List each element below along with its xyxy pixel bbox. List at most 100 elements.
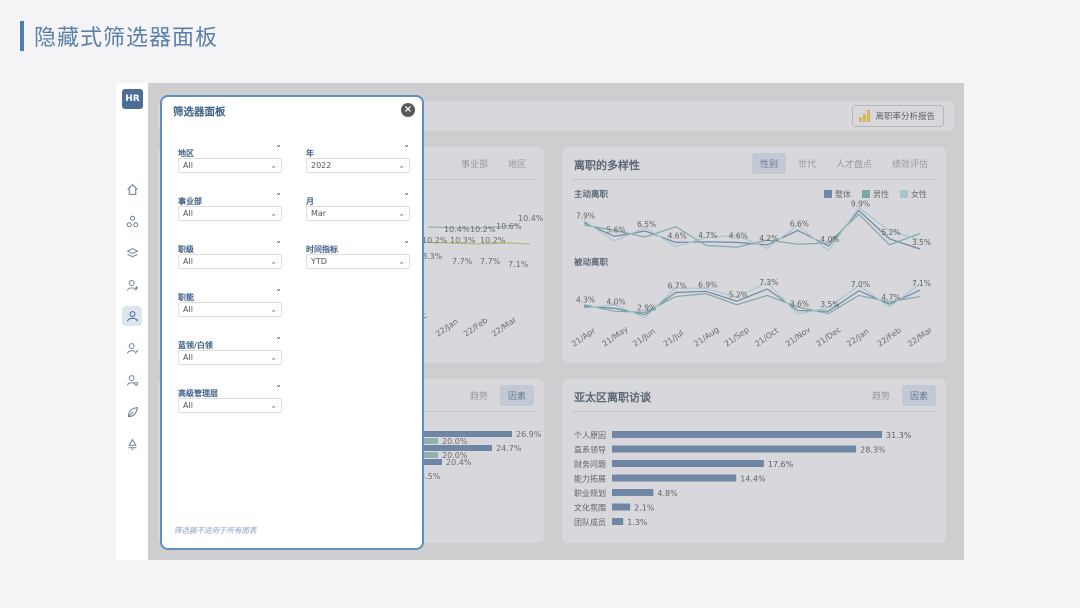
- x-tick: 22/Feb: [875, 326, 902, 349]
- chevron-down-icon[interactable]: ⌄: [403, 140, 410, 149]
- card-lb-tabs: 趋势 因素: [462, 385, 534, 406]
- filter-label: 月: [306, 197, 314, 206]
- filter-dropdown[interactable]: Mar ⌄: [306, 206, 410, 221]
- data-label: 6.5%: [637, 220, 656, 229]
- data-label: 10.2%: [470, 225, 496, 234]
- tab-factors[interactable]: 因素: [499, 385, 534, 406]
- data-label: 4.6%: [668, 231, 687, 240]
- filter-label-row[interactable]: 时间指标 ⌄: [306, 236, 410, 254]
- filter-dropdown[interactable]: All ⌄: [178, 254, 282, 269]
- legend-swatch: [862, 190, 870, 198]
- chevron-down-icon[interactable]: ⌄: [275, 332, 282, 341]
- data-label: 7.0%: [851, 280, 870, 289]
- data-label: 7.7%: [480, 257, 501, 266]
- filter-label-row[interactable]: 高级管理层 ⌄: [178, 380, 282, 398]
- filter-value: YTD: [311, 257, 327, 266]
- chevron-down-icon[interactable]: ⌄: [275, 380, 282, 389]
- user-icon[interactable]: [122, 306, 142, 326]
- filter-label-row[interactable]: 年 ⌄: [306, 140, 410, 158]
- report-button[interactable]: 离职率分析报告: [852, 105, 944, 127]
- chevron-down-icon[interactable]: ⌄: [403, 188, 410, 197]
- chevron-down-icon[interactable]: ⌄: [275, 188, 282, 197]
- leaf-icon[interactable]: [122, 402, 142, 422]
- chevron-down-icon: ⌄: [270, 353, 277, 362]
- filter-panel-title: 筛选器面板: [173, 106, 226, 118]
- bar: [418, 452, 438, 458]
- tab-region[interactable]: 地区: [507, 160, 526, 170]
- filter-group: 月 ⌄ Mar ⌄: [306, 188, 410, 221]
- user-edit-icon[interactable]: [122, 338, 142, 358]
- filter-group: 时间指标 ⌄ YTD ⌄: [306, 236, 410, 269]
- filter-dropdown[interactable]: 2022 ⌄: [306, 158, 410, 173]
- chevron-down-icon[interactable]: ⌄: [403, 236, 410, 245]
- filter-label-row[interactable]: 事业部 ⌄: [178, 188, 282, 206]
- filter-label-row[interactable]: 地区 ⌄: [178, 140, 282, 158]
- filter-dropdown[interactable]: All ⌄: [178, 302, 282, 317]
- bar-label: 20.0%: [442, 451, 468, 460]
- slide-title-text: 隐藏式筛选器面板: [34, 26, 219, 51]
- subtitle-involuntary: 被动离职: [574, 257, 609, 268]
- filter-label: 高级管理层: [178, 389, 218, 398]
- org-icon[interactable]: [122, 211, 142, 231]
- filter-value: All: [183, 353, 193, 362]
- bar: [612, 431, 882, 438]
- layers-icon[interactable]: [122, 243, 142, 263]
- filter-label-row[interactable]: 蓝领/白领 ⌄: [178, 332, 282, 350]
- data-label: 3.6%: [790, 300, 809, 309]
- x-tick: 22/Jan: [845, 327, 871, 349]
- close-icon[interactable]: ×: [401, 103, 415, 117]
- data-label: 5.2%: [729, 290, 748, 299]
- hr-logo[interactable]: HR: [122, 89, 143, 109]
- recycle-icon[interactable]: [122, 434, 142, 454]
- chevron-down-icon[interactable]: ⌄: [275, 284, 282, 293]
- tab-business-unit[interactable]: 事业部: [460, 160, 488, 170]
- tab-talent-review[interactable]: 人才盘点: [835, 160, 872, 170]
- category-label: 财务问题: [574, 459, 606, 469]
- filter-label-row[interactable]: 月 ⌄: [306, 188, 410, 206]
- filter-label-row[interactable]: 职级 ⌄: [178, 236, 282, 254]
- filter-dropdown[interactable]: YTD ⌄: [306, 254, 410, 269]
- filter-panel-footnote: 筛选器不适用于所有图表: [174, 526, 257, 535]
- chevron-down-icon[interactable]: ⌄: [275, 140, 282, 149]
- bar-label: 3.5%: [420, 472, 441, 481]
- x-tick: 21/May: [601, 324, 630, 348]
- user-search-icon[interactable]: [122, 370, 142, 390]
- slide-title: 隐藏式筛选器面板: [20, 20, 218, 52]
- filter-dropdown[interactable]: All ⌄: [178, 398, 282, 413]
- filter-value: All: [183, 161, 193, 170]
- tab-performance[interactable]: 绩效评估: [891, 160, 928, 170]
- home-icon[interactable]: [122, 179, 142, 199]
- filter-value: All: [183, 257, 193, 266]
- card-apac-exit-interview: 亚太区离职访谈 趋势 因素 个人原因 31.3% 直系领导 28.3% 财务问题 17.6…: [562, 379, 946, 543]
- x-tick: 22/Mar: [490, 315, 519, 339]
- bar: [612, 503, 631, 511]
- filter-dropdown[interactable]: All ⌄: [178, 350, 282, 365]
- x-tick: 21/Apr: [570, 326, 598, 349]
- filter-label-row[interactable]: 职能 ⌄: [178, 284, 282, 302]
- user-add-icon[interactable]: [122, 275, 142, 295]
- legend-swatch: [824, 190, 832, 198]
- title-accent-bar: [20, 21, 24, 51]
- filter-group: 高级管理层 ⌄ All ⌄: [178, 380, 282, 413]
- x-tick: 21/Jun: [631, 327, 657, 349]
- x-tick: 21/Nov: [784, 325, 813, 349]
- tab-trend[interactable]: 趋势: [871, 392, 890, 402]
- data-label: 10.6%: [496, 222, 522, 231]
- chevron-down-icon: ⌄: [398, 257, 405, 266]
- data-label: 5.6%: [607, 225, 626, 234]
- report-button-label: 离职率分析报告: [875, 112, 935, 122]
- tab-factors[interactable]: 因素: [901, 385, 936, 406]
- powerbi-icon: [859, 110, 871, 122]
- tab-generation[interactable]: 世代: [797, 160, 816, 170]
- bar: [418, 445, 492, 451]
- data-label: 8.3%: [422, 252, 443, 261]
- partial-bar-chart: 26.9% 20.0% 24.7% 20.0% 20.4% 3.5%: [418, 430, 542, 481]
- filter-label: 职能: [178, 293, 194, 302]
- chevron-down-icon[interactable]: ⌄: [275, 236, 282, 245]
- filter-dropdown[interactable]: All ⌄: [178, 206, 282, 221]
- data-label: 6.7%: [668, 282, 687, 291]
- tab-gender[interactable]: 性别: [751, 153, 786, 174]
- tab-trend[interactable]: 趋势: [469, 392, 488, 402]
- filter-dropdown[interactable]: All ⌄: [178, 158, 282, 173]
- bar-label: 4.8%: [657, 489, 678, 498]
